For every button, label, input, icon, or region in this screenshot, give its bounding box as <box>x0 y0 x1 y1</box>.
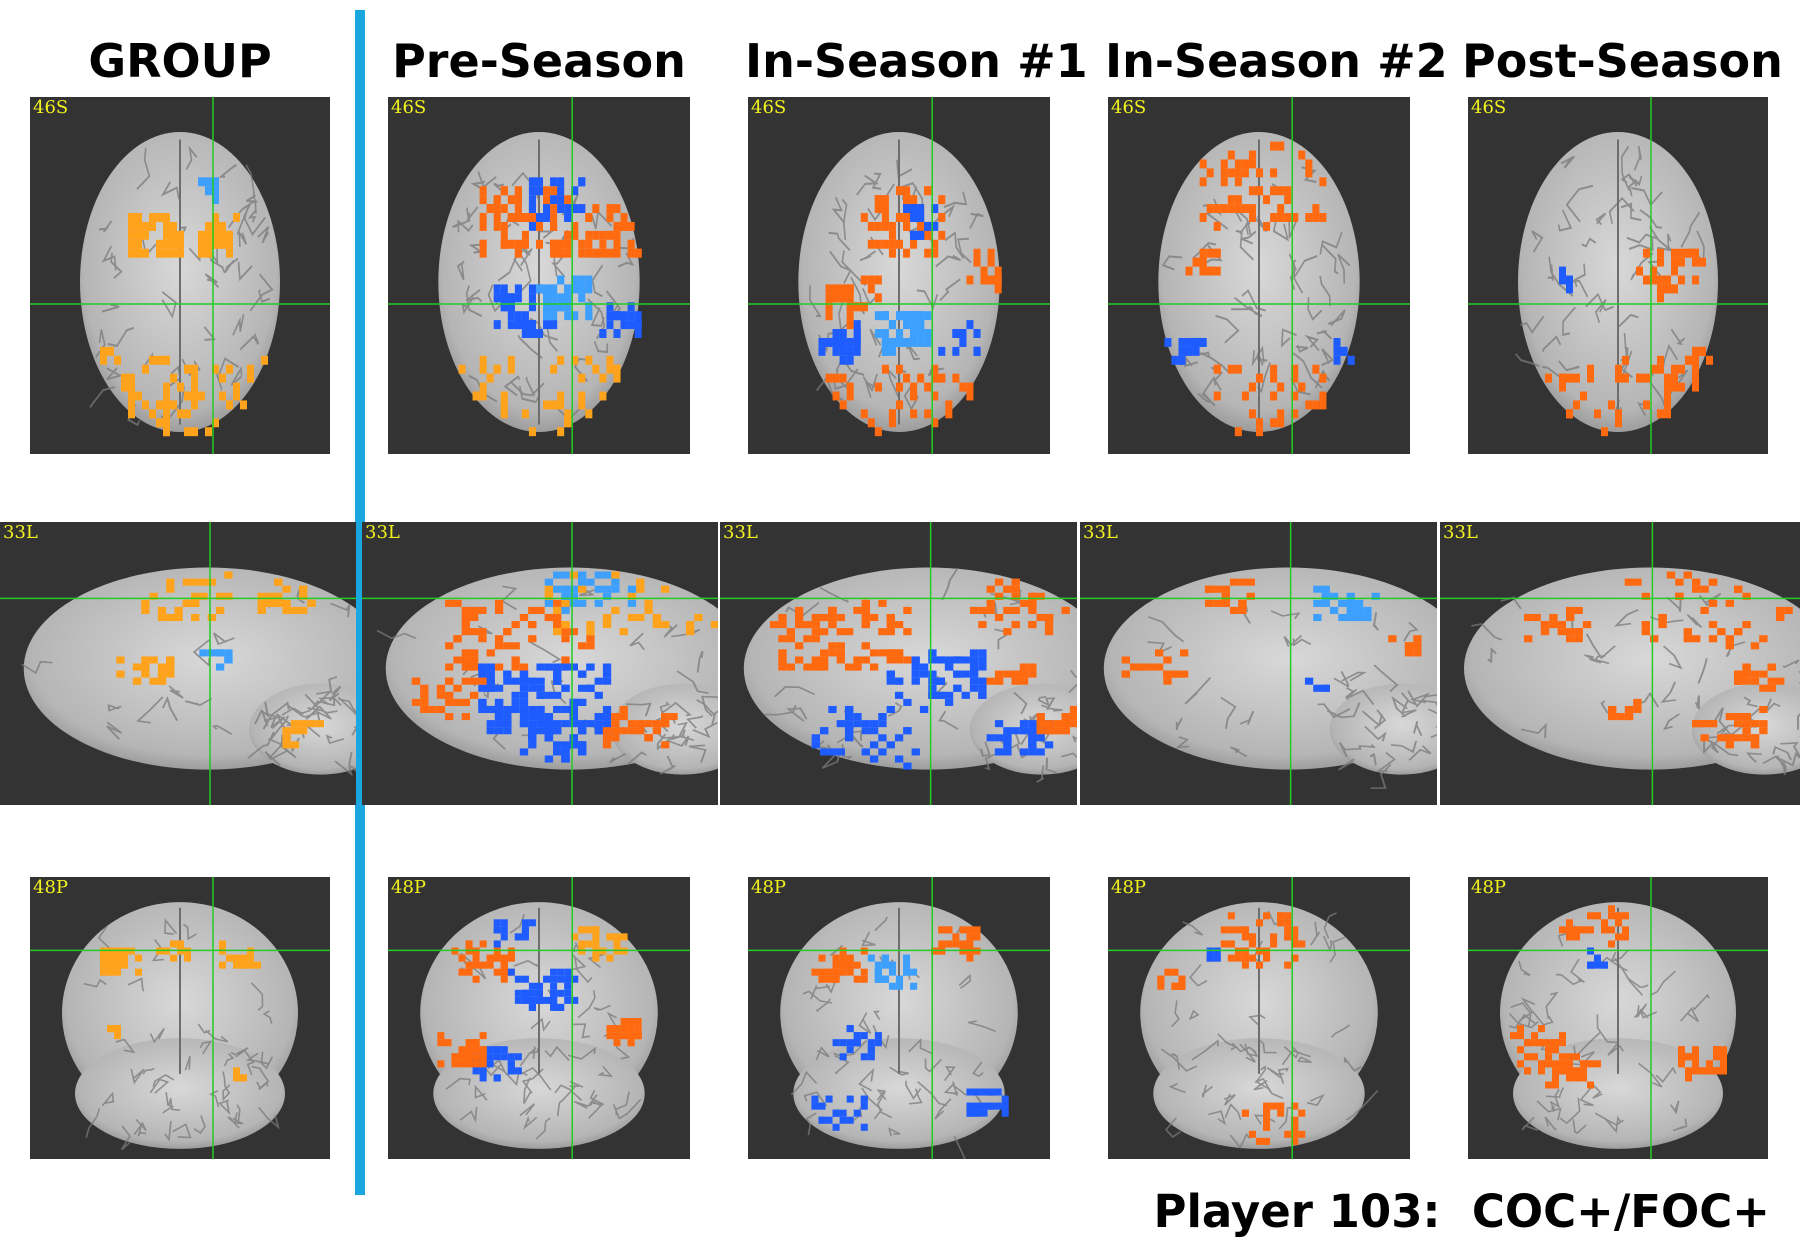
axial-activation-map <box>1164 141 1355 437</box>
crosshair <box>720 522 1077 805</box>
slice-label-sagittal: 33L <box>1083 522 1118 543</box>
sagittal-brain <box>1103 567 1437 789</box>
axial-slice-image <box>1468 97 1768 454</box>
column-title-in-season-2: In-Season #2 <box>1105 34 1448 88</box>
coronal-slice-image <box>388 877 690 1159</box>
crosshair <box>388 97 690 454</box>
sagittal-panel-in-season-1: 33L <box>720 522 1077 805</box>
slice-label-sagittal: 33L <box>3 522 38 543</box>
axial-panel-post-season: 46S <box>1468 97 1768 454</box>
sagittal-slice-image <box>1440 522 1800 805</box>
axial-activation-map <box>818 186 1002 437</box>
axial-panel-group: 46S <box>30 97 330 454</box>
axial-activation-map <box>1545 248 1713 437</box>
axial-brain <box>438 132 640 432</box>
coronal-slice-image <box>1108 877 1410 1159</box>
group-divider <box>355 10 365 1195</box>
axial-slice-image <box>1108 97 1410 454</box>
sagittal-slice-image <box>362 522 718 805</box>
coronal-brain <box>62 902 298 1151</box>
coronal-brain <box>1140 902 1379 1150</box>
crosshair <box>1108 877 1410 1159</box>
slice-label-axial: 46S <box>751 97 787 118</box>
column-title-group: GROUP <box>88 34 272 88</box>
crosshair <box>1108 97 1410 454</box>
crosshair <box>1440 522 1800 805</box>
crosshair <box>748 97 1050 454</box>
column-title-pre-season: Pre-Season <box>392 34 686 88</box>
sagittal-panel-post-season: 33L <box>1440 522 1800 805</box>
crosshair <box>1468 877 1768 1159</box>
slice-label-sagittal: 33L <box>723 522 758 543</box>
coronal-activation-map <box>1510 905 1727 1089</box>
slice-label-axial: 46S <box>391 97 427 118</box>
sagittal-slice-image <box>720 522 1077 805</box>
sagittal-panel-in-season-2: 33L <box>1080 522 1437 805</box>
axial-activation-map <box>458 177 642 437</box>
slice-label-axial: 46S <box>33 97 69 118</box>
coronal-brain <box>780 902 1018 1159</box>
coronal-panel-in-season-1: 48P <box>748 877 1050 1159</box>
axial-panel-in-season-1: 46S <box>748 97 1050 454</box>
sagittal-slice-image <box>0 522 356 805</box>
axial-brain <box>1515 132 1718 432</box>
column-title-in-season-1: In-Season #1 <box>745 34 1088 88</box>
slice-label-sagittal: 33L <box>365 522 400 543</box>
crosshair <box>388 877 690 1159</box>
axial-panel-in-season-2: 46S <box>1108 97 1410 454</box>
caption: Player 103: COC+/FOC+ <box>1153 1185 1770 1238</box>
slice-label-coronal: 48P <box>1111 877 1147 898</box>
coronal-panel-pre-season: 48P <box>388 877 690 1159</box>
sagittal-activation-map <box>1524 571 1793 749</box>
slice-label-coronal: 48P <box>1471 877 1507 898</box>
coronal-panel-group: 48P <box>30 877 330 1159</box>
axial-slice-image <box>30 97 330 454</box>
crosshair <box>1080 522 1437 805</box>
coronal-panel-post-season: 48P <box>1468 877 1768 1159</box>
coronal-slice-image <box>748 877 1050 1159</box>
slice-label-coronal: 48P <box>33 877 69 898</box>
crosshair <box>1468 97 1768 454</box>
sagittal-activation-map <box>411 571 718 763</box>
crosshair <box>30 97 330 454</box>
slice-label-coronal: 48P <box>391 877 427 898</box>
sagittal-panel-group: 33L <box>0 522 356 805</box>
coronal-slice-image <box>1468 877 1768 1159</box>
column-title-post-season: Post-Season <box>1462 34 1783 88</box>
crosshair <box>362 522 718 805</box>
slice-label-sagittal: 33L <box>1443 522 1478 543</box>
slice-label-axial: 46S <box>1471 97 1507 118</box>
crosshair <box>748 877 1050 1159</box>
slice-label-coronal: 48P <box>751 877 787 898</box>
slice-label-axial: 46S <box>1111 97 1147 118</box>
sagittal-slice-image <box>1080 522 1437 805</box>
axial-slice-image <box>388 97 690 454</box>
crosshair <box>30 877 330 1159</box>
axial-activation-map <box>100 177 268 437</box>
crosshair <box>0 522 356 805</box>
sagittal-activation-map <box>116 571 324 749</box>
sagittal-panel-pre-season: 33L <box>362 522 718 805</box>
coronal-slice-image <box>30 877 330 1159</box>
axial-panel-pre-season: 46S <box>388 97 690 454</box>
axial-slice-image <box>748 97 1050 454</box>
coronal-panel-in-season-2: 48P <box>1108 877 1410 1159</box>
sagittal-activation-map <box>769 578 1077 770</box>
sagittal-activation-map <box>1121 578 1422 692</box>
